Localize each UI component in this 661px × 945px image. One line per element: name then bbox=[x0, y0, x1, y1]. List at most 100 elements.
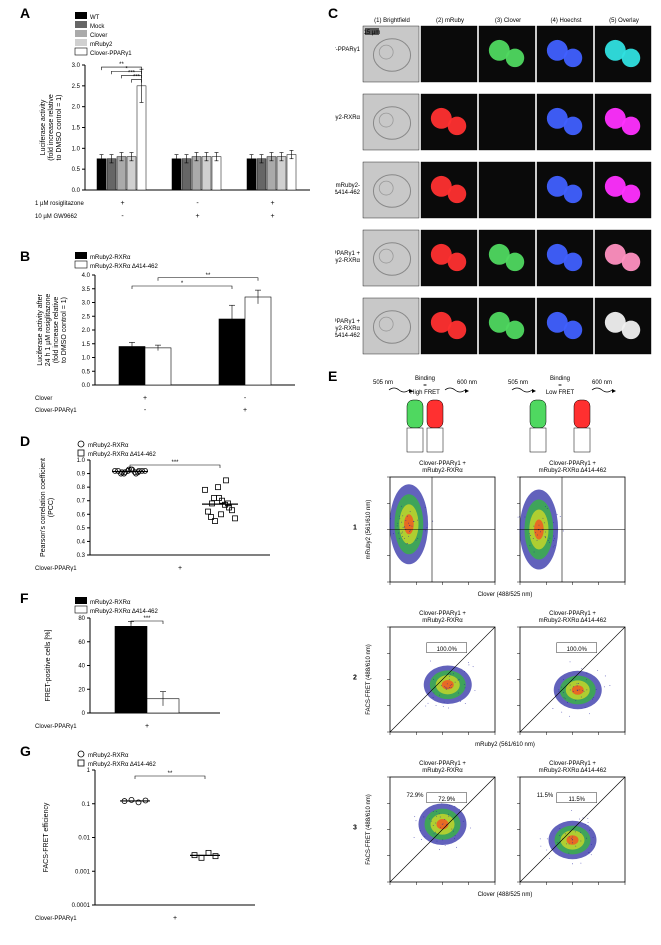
svg-text:(5) Overlay: (5) Overlay bbox=[609, 18, 639, 24]
svg-text:to DMSO control = 1): to DMSO control = 1) bbox=[61, 297, 68, 363]
svg-text:11.5%: 11.5% bbox=[568, 797, 585, 803]
svg-text:3.0: 3.0 bbox=[72, 63, 81, 69]
panel-A: WTMockClovermRuby2Clover-PPARγ10.00.51.0… bbox=[30, 10, 320, 245]
svg-text:=: = bbox=[423, 383, 427, 389]
svg-text:3.0: 3.0 bbox=[82, 301, 91, 307]
svg-text:mRuby2 (561/610 nm): mRuby2 (561/610 nm) bbox=[475, 742, 535, 748]
svg-text:+: + bbox=[173, 915, 177, 922]
svg-text:***: *** bbox=[171, 460, 179, 466]
label-B: B bbox=[20, 248, 30, 264]
svg-text:505 nm: 505 nm bbox=[373, 380, 393, 386]
svg-text:60: 60 bbox=[78, 640, 85, 646]
svg-text:0.5: 0.5 bbox=[72, 167, 81, 173]
svg-text:0.5: 0.5 bbox=[77, 526, 86, 532]
svg-text:mRuby2-RXRα Δ414-462: mRuby2-RXRα Δ414-462 bbox=[90, 264, 159, 270]
panel-B: mRuby2-RXRαmRuby2-RXRα Δ414-4620.00.51.0… bbox=[30, 250, 320, 430]
svg-text:Clover-PPARγ1 +: Clover-PPARγ1 + bbox=[549, 611, 596, 617]
svg-text:Clover (488/525 nm): Clover (488/525 nm) bbox=[478, 892, 533, 898]
svg-text:mRuby2-RXRα: mRuby2-RXRα bbox=[335, 258, 361, 264]
svg-text:24 h 1 µM rosiglitazone: 24 h 1 µM rosiglitazone bbox=[45, 294, 52, 367]
svg-text:100.0%: 100.0% bbox=[567, 647, 588, 653]
svg-text:0.7: 0.7 bbox=[77, 499, 86, 505]
svg-text:mRuby2-RXRα Δ414-462: mRuby2-RXRα Δ414-462 bbox=[88, 452, 157, 458]
svg-text:(fold increase relative: (fold increase relative bbox=[53, 297, 60, 364]
svg-text:Luciferase activity after: Luciferase activity after bbox=[37, 294, 44, 366]
svg-text:0.0: 0.0 bbox=[72, 188, 81, 194]
svg-text:mRuby2 (561/610 nm): mRuby2 (561/610 nm) bbox=[366, 500, 372, 560]
svg-text:Clover-PPARγ1 +: Clover-PPARγ1 + bbox=[419, 611, 466, 617]
svg-text:Pearson's correlation coeffici: Pearson's correlation coefficient bbox=[40, 458, 47, 557]
svg-text:(fold increase relative: (fold increase relative bbox=[48, 94, 55, 161]
svg-text:Clover-PPARγ1 +: Clover-PPARγ1 + bbox=[335, 319, 360, 325]
svg-text:+: + bbox=[270, 213, 274, 220]
svg-text:2.5: 2.5 bbox=[72, 84, 81, 90]
panel-F: mRuby2-RXRαmRuby2-RXRα Δ414-462020406080… bbox=[30, 595, 320, 740]
svg-text:0.01: 0.01 bbox=[78, 836, 90, 842]
svg-text:0.3: 0.3 bbox=[77, 553, 86, 559]
svg-text:mRuby2-RXRα: mRuby2-RXRα bbox=[422, 618, 463, 624]
svg-text:1.0: 1.0 bbox=[82, 356, 91, 362]
svg-text:(1) Brightfield: (1) Brightfield bbox=[374, 18, 410, 24]
svg-text:mRuby2-RXRα: mRuby2-RXRα bbox=[422, 468, 463, 474]
svg-text:mRuby2: mRuby2 bbox=[90, 42, 113, 48]
svg-text:1.5: 1.5 bbox=[72, 126, 81, 132]
svg-text:Clover-PPARγ1: Clover-PPARγ1 bbox=[90, 51, 132, 57]
svg-text:Clover: Clover bbox=[35, 396, 52, 402]
svg-text:2.5: 2.5 bbox=[82, 314, 91, 320]
svg-text:2: 2 bbox=[353, 675, 357, 682]
svg-text:72.9%: 72.9% bbox=[406, 793, 424, 799]
svg-text:0.9: 0.9 bbox=[77, 472, 86, 478]
svg-text:(3) Clover: (3) Clover bbox=[495, 18, 521, 24]
svg-text:**: ** bbox=[168, 771, 173, 777]
svg-text:-: - bbox=[196, 200, 199, 207]
svg-text:Clover: Clover bbox=[90, 33, 107, 39]
svg-text:1: 1 bbox=[87, 768, 91, 774]
svg-text:+: + bbox=[145, 723, 149, 730]
svg-text:40: 40 bbox=[78, 664, 85, 670]
svg-text:Binding: Binding bbox=[550, 376, 570, 382]
svg-text:***: *** bbox=[133, 75, 141, 81]
svg-text:3: 3 bbox=[353, 825, 357, 832]
svg-text:0.4: 0.4 bbox=[77, 539, 86, 545]
svg-text:Clover-PPARγ1 +: Clover-PPARγ1 + bbox=[419, 761, 466, 767]
svg-text:Mock: Mock bbox=[90, 24, 105, 30]
svg-text:80: 80 bbox=[78, 616, 85, 622]
svg-text:Binding: Binding bbox=[415, 376, 435, 382]
svg-text:600 nm: 600 nm bbox=[457, 380, 477, 386]
svg-text:3.5: 3.5 bbox=[82, 287, 91, 293]
svg-text:Clover-PPARγ1 +: Clover-PPARγ1 + bbox=[549, 461, 596, 467]
svg-text:Clover-PPARγ1: Clover-PPARγ1 bbox=[35, 724, 77, 730]
svg-text:0.1: 0.1 bbox=[82, 802, 91, 808]
svg-text:Clover-PPARγ1 +: Clover-PPARγ1 + bbox=[549, 761, 596, 767]
svg-text:0.6: 0.6 bbox=[77, 512, 86, 518]
svg-text:**: ** bbox=[206, 273, 211, 279]
svg-text:1: 1 bbox=[353, 525, 357, 532]
label-A: A bbox=[20, 5, 30, 21]
svg-text:1.0: 1.0 bbox=[77, 458, 86, 464]
svg-text:0.001: 0.001 bbox=[75, 869, 91, 875]
svg-text:Clover-PPARγ1: Clover-PPARγ1 bbox=[335, 47, 361, 53]
svg-text:2.0: 2.0 bbox=[72, 105, 81, 111]
svg-text:0: 0 bbox=[82, 711, 86, 717]
svg-text:15 µm: 15 µm bbox=[364, 30, 381, 36]
figure: A B C D E F G WTMockClovermRuby2Clover-P… bbox=[0, 0, 661, 945]
svg-text:2.0: 2.0 bbox=[82, 328, 91, 334]
svg-text:0.8: 0.8 bbox=[77, 485, 86, 491]
svg-text:20: 20 bbox=[78, 687, 85, 693]
panel-D: mRuby2-RXRαmRuby2-RXRα Δ414-4620.30.40.5… bbox=[30, 438, 320, 588]
svg-text:+: + bbox=[120, 200, 124, 207]
svg-text:mRuby2-RXRα: mRuby2-RXRα bbox=[90, 255, 131, 261]
svg-text:+: + bbox=[243, 407, 247, 414]
svg-text:11.5%: 11.5% bbox=[537, 793, 554, 799]
svg-text:FRET-positive cells [%]: FRET-positive cells [%] bbox=[45, 629, 52, 701]
svg-text:+: + bbox=[195, 213, 199, 220]
svg-text:Δ414-462: Δ414-462 bbox=[335, 333, 361, 339]
label-F: F bbox=[20, 590, 29, 606]
svg-text:WT: WT bbox=[90, 15, 100, 21]
svg-text:High FRET: High FRET bbox=[410, 390, 440, 396]
svg-text:mRuby2-RXRα Δ414-462: mRuby2-RXRα Δ414-462 bbox=[90, 609, 159, 615]
svg-text:Clover-PPARγ1: Clover-PPARγ1 bbox=[35, 566, 77, 572]
svg-text:mRuby2-RXRα Δ414-462: mRuby2-RXRα Δ414-462 bbox=[539, 768, 608, 774]
svg-text:mRuby2-: mRuby2- bbox=[336, 183, 360, 189]
svg-text:-: - bbox=[144, 407, 147, 414]
